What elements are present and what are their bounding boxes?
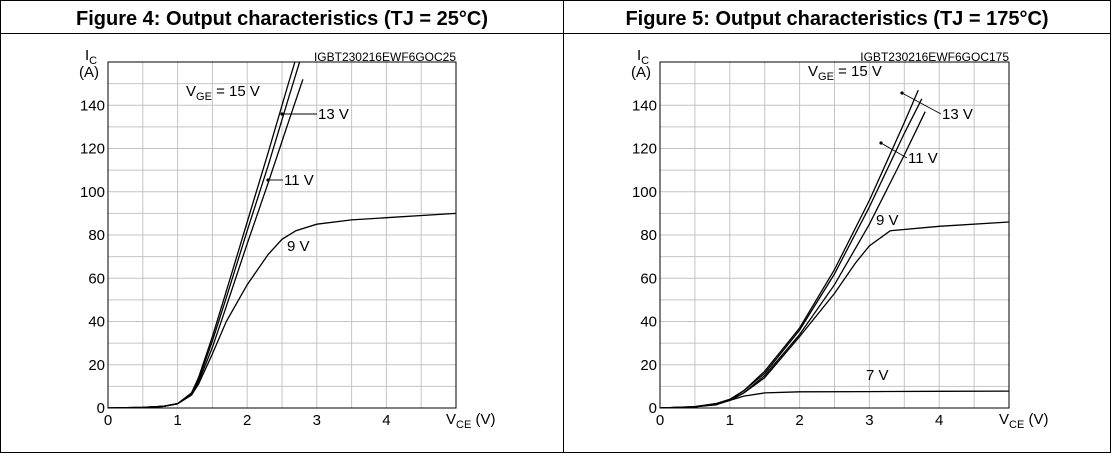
series-line-9-v: [660, 221, 1009, 408]
series-line-vge-15-v: [660, 89, 919, 408]
x-axis-symbol: V: [446, 411, 456, 428]
x-tick-label: 2: [795, 412, 803, 429]
y-tick-label: 120: [632, 141, 657, 158]
chart-title: Figure 5: Output characteristics (TJ = 1…: [625, 8, 1048, 30]
y-tick-label: 40: [88, 314, 105, 331]
y-tick-label: 80: [640, 227, 657, 244]
series-line-9-v: [108, 212, 456, 408]
curve-labels: VGE = 15 V 13 V 11 V 9 V: [186, 83, 349, 255]
y-axis-subscript: C: [89, 55, 97, 67]
curve-labels: VGE = 15 V 13 V 11 V 9 V 7 V: [808, 63, 973, 384]
y-tick-label: 20: [640, 357, 657, 374]
curve-label-9-v: 9 V: [287, 238, 310, 255]
y-axis-symbol: I: [85, 47, 89, 64]
y-tick-label: 0: [649, 400, 657, 417]
curve-label-9-v: 9 V: [876, 212, 899, 229]
y-tick-label: 60: [88, 270, 105, 287]
chart-code: IGBT230216EWF6GOC175: [860, 50, 1009, 64]
y-tick-label: 40: [640, 314, 657, 331]
series-line-11-v: [660, 111, 926, 408]
x-tick-label: 0: [104, 412, 112, 429]
y-tick-label: 20: [88, 357, 105, 374]
y-tick-label: 0: [97, 400, 105, 417]
leader-line-13-v: [901, 92, 942, 115]
curves: [108, 62, 456, 408]
curve-label-vge-15-v: VGE = 15 V: [186, 83, 260, 103]
x-tick-label: 1: [173, 412, 181, 429]
label-leaders: [879, 91, 942, 159]
x-axis-subscript: CE: [1009, 419, 1024, 431]
curve-label-vge-15-v: VGE = 15 V: [808, 63, 882, 83]
chart-panel-175c: Figure 5: Output characteristics (TJ = 1…: [625, 8, 1048, 431]
y-tick-label: 100: [632, 184, 657, 201]
x-axis-unit: (V): [471, 411, 495, 428]
y-axis-subscript: C: [641, 55, 649, 67]
y-axis-label: IC: [637, 47, 649, 67]
curve-label-13-v: 13 V: [318, 106, 349, 123]
x-axis-symbol: V: [999, 411, 1009, 428]
x-tick-label: 1: [726, 412, 734, 429]
leader-arrowhead: [879, 141, 883, 145]
y-tick-label: 60: [640, 270, 657, 287]
label-leaders: [266, 112, 317, 182]
y-tick-label: 140: [80, 97, 105, 114]
chart-title: Figure 4: Output characteristics (TJ = 2…: [76, 8, 488, 30]
x-axis-label: VCE (V): [446, 411, 495, 431]
x-axis-unit: (V): [1024, 411, 1048, 428]
series-line-13-v: [660, 98, 923, 408]
y-tick-label: 100: [80, 184, 105, 201]
leader-arrowhead: [900, 91, 904, 95]
x-tick-label: 2: [243, 412, 251, 429]
curves: [660, 89, 1009, 408]
x-tick-label: 0: [656, 412, 664, 429]
x-tick-label: 3: [313, 412, 321, 429]
chart-panel-25c: Figure 4: Output characteristics (TJ = 2…: [76, 8, 495, 431]
x-tick-label: 4: [382, 412, 390, 429]
curve-label-7-v: 7 V: [866, 367, 889, 384]
y-axis-label: IC: [85, 47, 97, 67]
y-tick-label: 120: [80, 141, 105, 158]
curve-label-11-v: 11 V: [284, 172, 314, 189]
leader-arrowhead: [280, 112, 284, 116]
x-axis-label: VCE (V): [999, 411, 1048, 431]
series-line-13-v: [108, 62, 301, 408]
x-axis-subscript: CE: [456, 419, 471, 431]
x-tick-label: 3: [865, 412, 873, 429]
y-tick-label: 140: [632, 97, 657, 114]
y-axis-unit: (A): [79, 64, 99, 81]
plot-frame: [659, 61, 1010, 409]
x-tick-label: 4: [935, 412, 943, 429]
curve-label-11-v: 11 V: [908, 150, 938, 167]
chart-code: IGBT230216EWF6GOC25: [314, 50, 456, 64]
y-tick-label: 80: [88, 227, 105, 244]
leader-line-11-v: [880, 142, 908, 159]
y-axis-unit: (A): [631, 64, 651, 81]
curve-label-13-v: 13 V: [942, 106, 973, 123]
y-axis-symbol: I: [637, 47, 641, 64]
leader-arrowhead: [266, 178, 270, 182]
plot-frame: [107, 61, 457, 409]
series-line-7-v: [660, 390, 1009, 408]
